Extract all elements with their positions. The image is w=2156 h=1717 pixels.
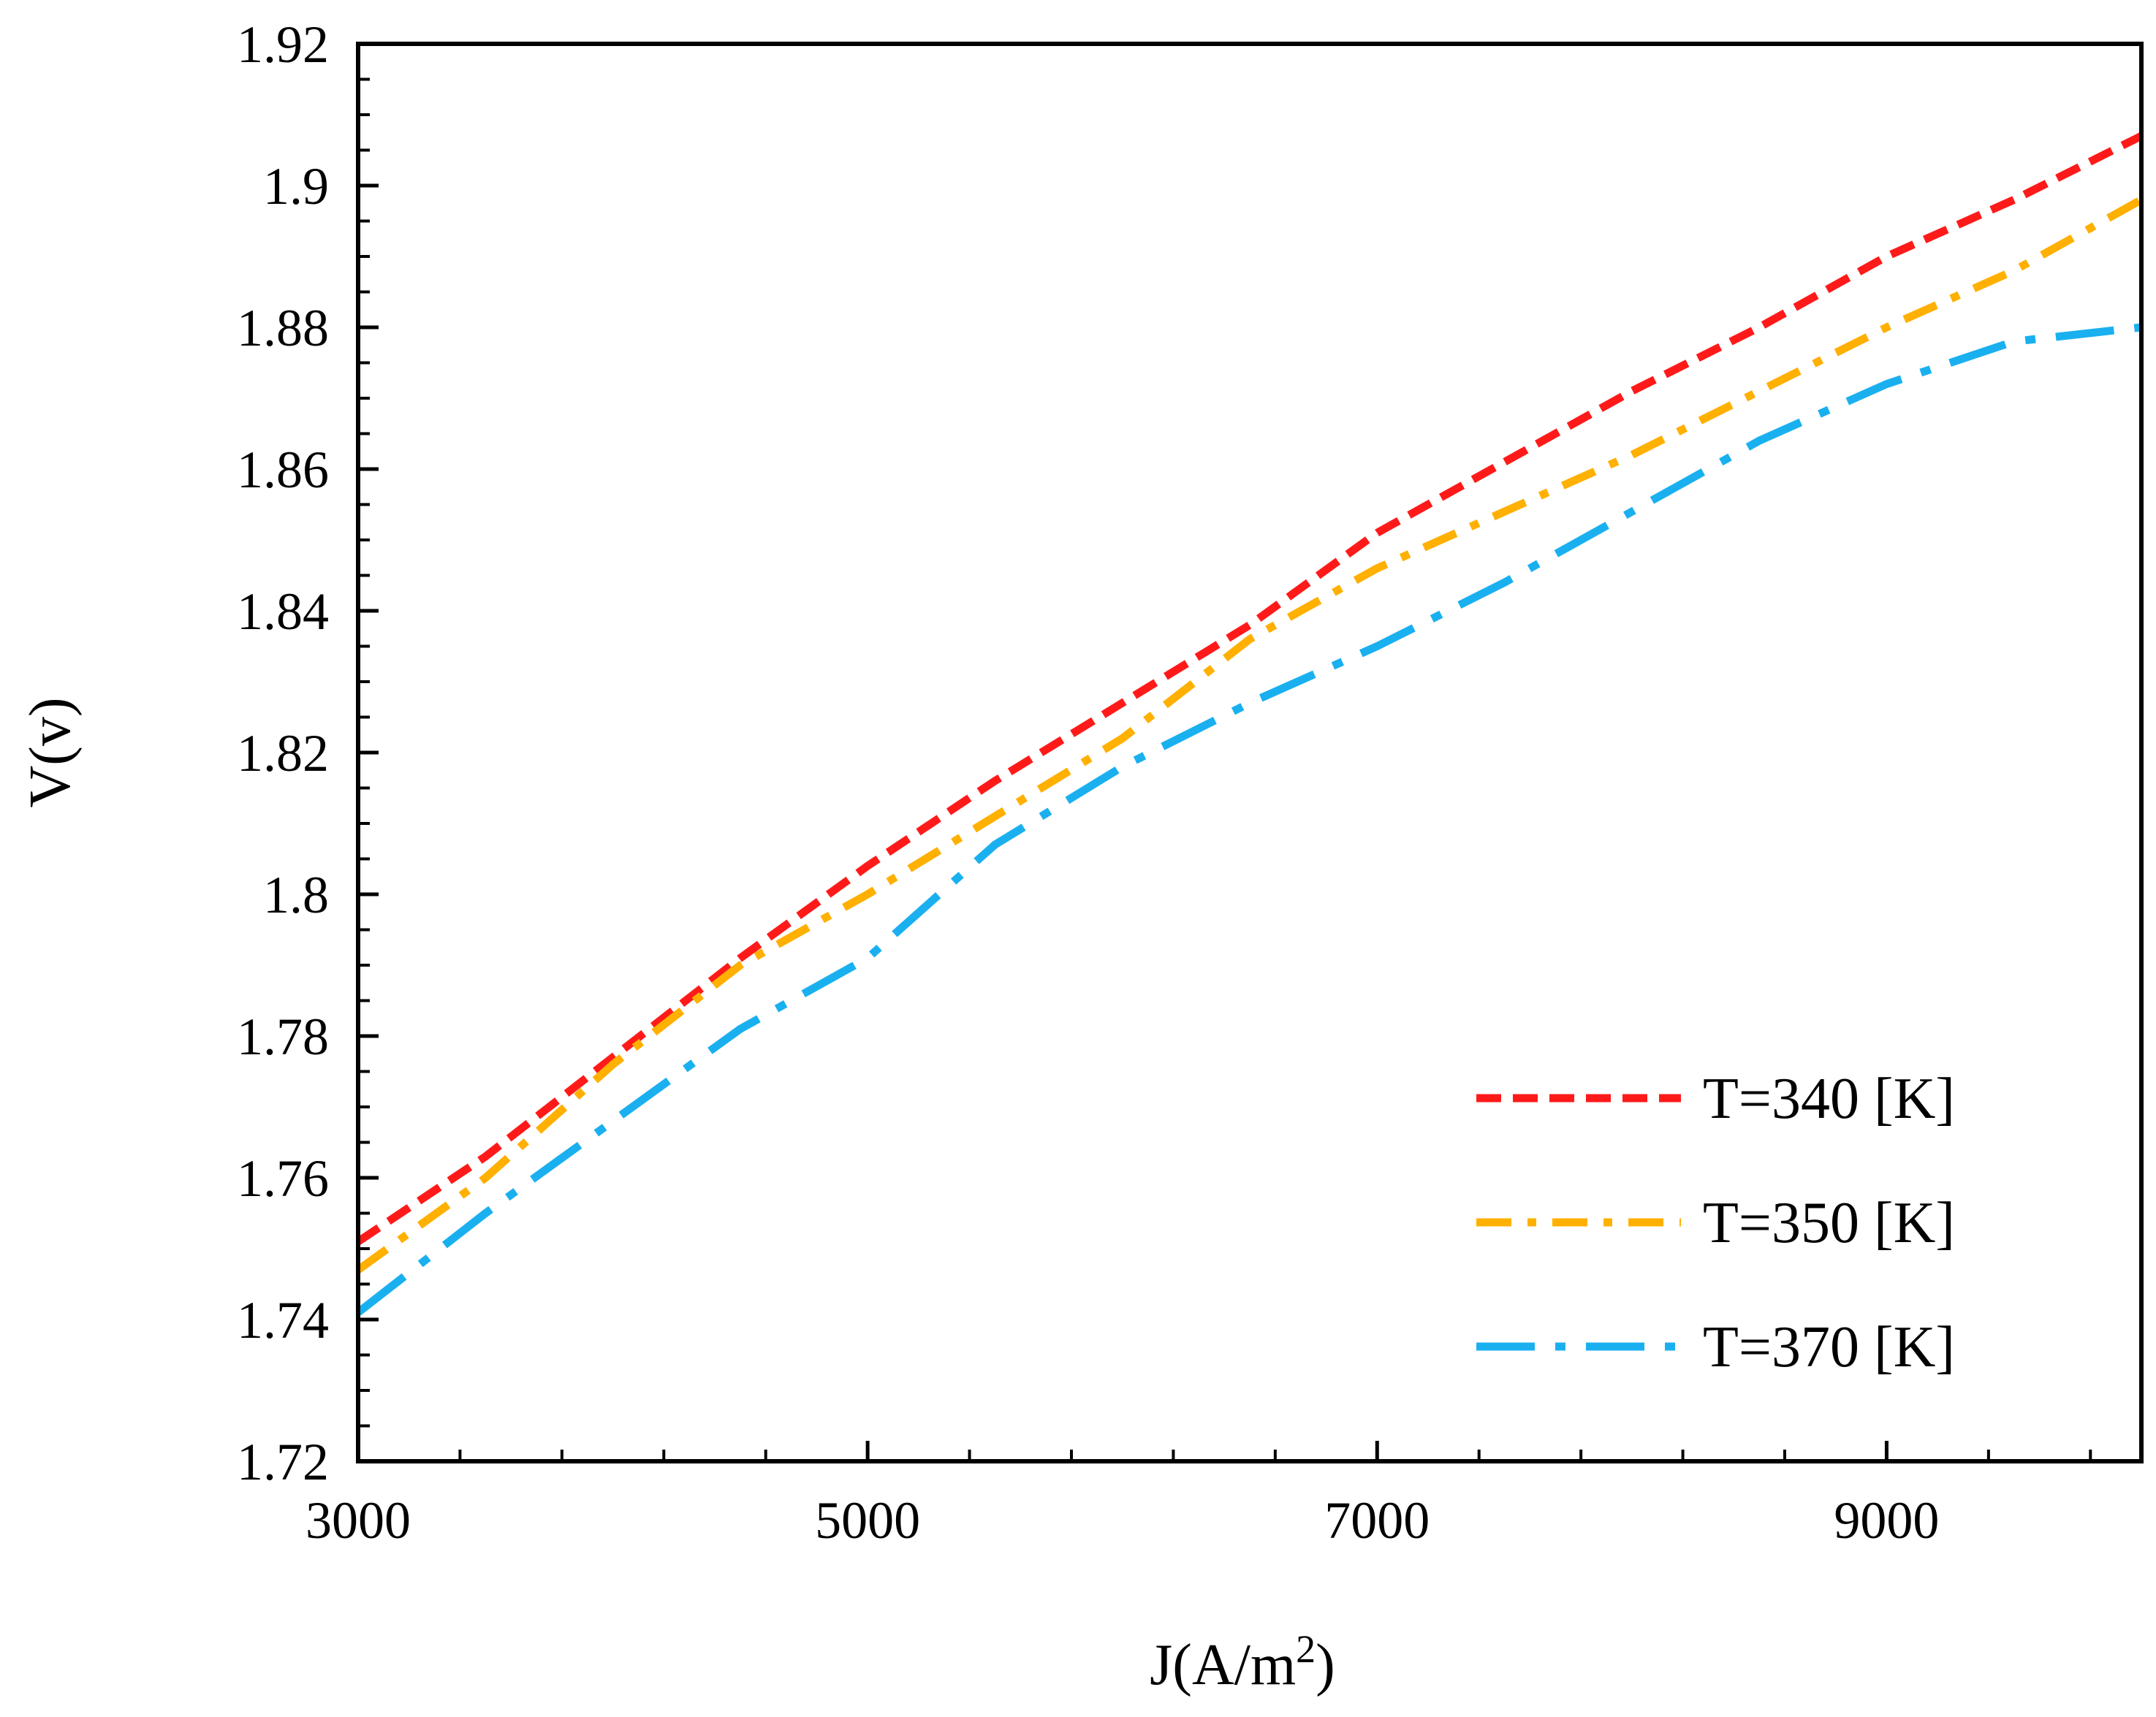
y-tick-label: 1.82 xyxy=(237,724,329,783)
y-tick-label: 1.74 xyxy=(237,1291,329,1349)
series-layer xyxy=(355,132,2144,1316)
x-axis-title: J(A/m2) xyxy=(1150,1627,1335,1697)
series-line-2 xyxy=(355,196,2144,1274)
legend-label-2: T=350 [K] xyxy=(1703,1191,1955,1255)
y-tick-label: 1.92 xyxy=(237,15,329,74)
y-tick-label: 1.88 xyxy=(237,299,329,357)
x-tick-label: 7000 xyxy=(1324,1491,1430,1550)
legend: T=340 [K] T=350 [K] T=370 [K] xyxy=(1476,1067,1955,1379)
y-tick-label: 1.9 xyxy=(263,157,329,216)
y-axis-title: V(v) xyxy=(18,697,83,807)
y-tick-label: 1.84 xyxy=(237,582,329,641)
x-tick-label: 5000 xyxy=(815,1491,920,1550)
x-axis-title-superscript: 2 xyxy=(1296,1627,1316,1671)
major-ticks xyxy=(356,42,1889,1463)
y-tick-label: 1.72 xyxy=(237,1433,329,1491)
x-axis-title-close: ) xyxy=(1316,1633,1335,1697)
y-tick-labels: 1.72 1.74 1.76 1.78 1.8 1.82 1.84 1.86 1.88 1.9 1.… xyxy=(237,15,329,1491)
series-line-1 xyxy=(355,132,2144,1245)
plot-frame xyxy=(356,42,2144,1463)
x-axis-title-main: J(A/m xyxy=(1150,1633,1296,1697)
y-tick-label: 1.86 xyxy=(237,441,329,499)
y-tick-label: 1.76 xyxy=(237,1149,329,1208)
x-tick-labels: 3000 5000 7000 9000 xyxy=(305,1491,1939,1550)
x-tick-label: 9000 xyxy=(1834,1491,1939,1550)
x-tick-label: 3000 xyxy=(305,1491,411,1550)
legend-label-3: T=370 [K] xyxy=(1703,1315,1955,1379)
y-tick-label: 1.8 xyxy=(263,866,329,924)
legend-label-1: T=340 [K] xyxy=(1703,1067,1955,1131)
series-line-3 xyxy=(355,323,2142,1316)
y-tick-label: 1.78 xyxy=(237,1008,329,1066)
